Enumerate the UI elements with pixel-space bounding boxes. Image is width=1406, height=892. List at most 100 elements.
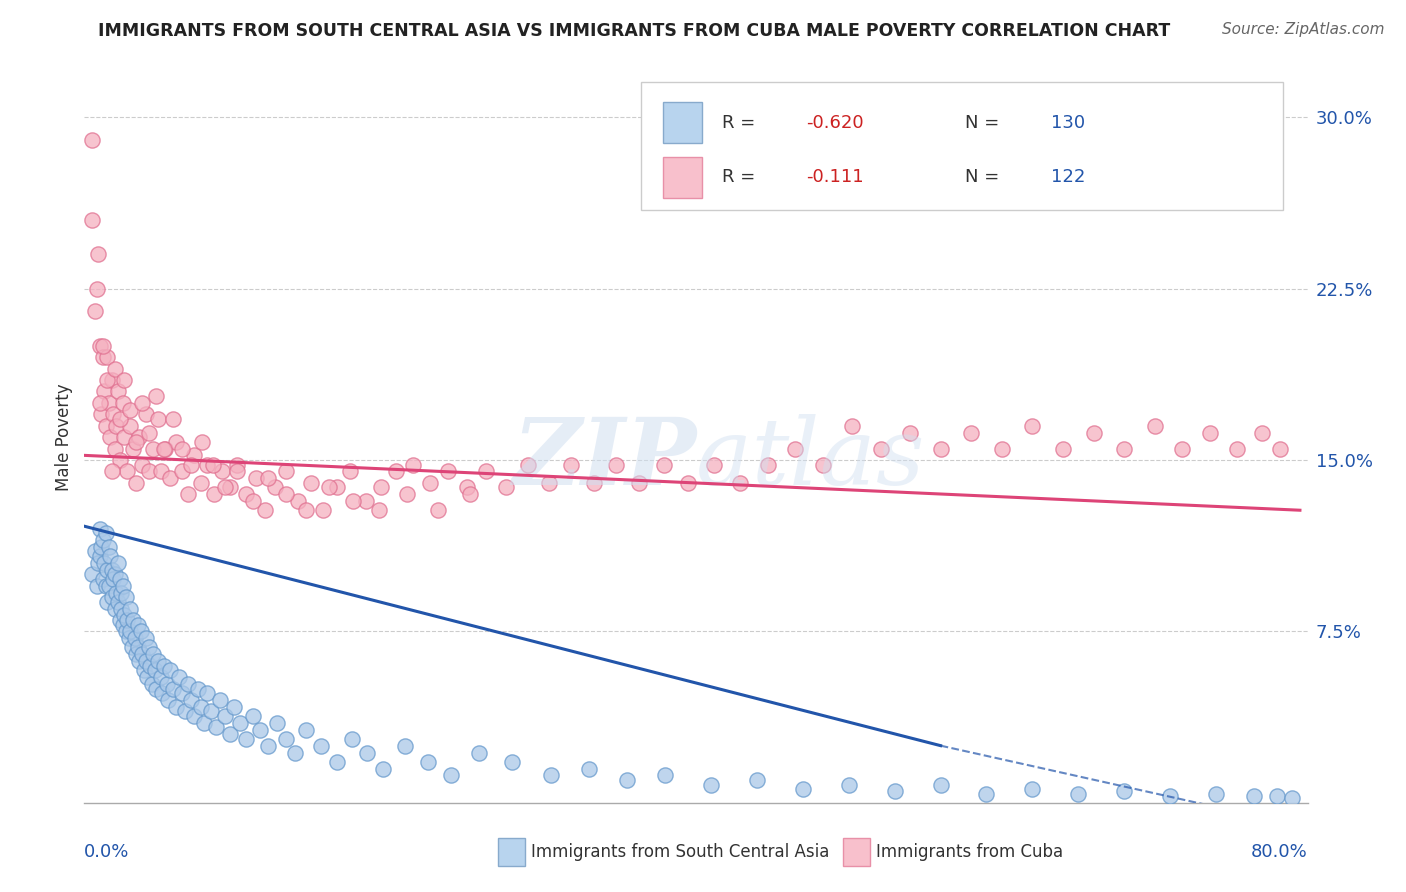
Point	[127, 617, 149, 632]
Text: IMMIGRANTS FROM SOUTH CENTRAL ASIA VS IMMIGRANTS FROM CUBA MALE POVERTY CORRELAT: IMMIGRANTS FROM SOUTH CENTRAL ASIA VS IM…	[98, 22, 1171, 40]
Point	[120, 624, 142, 639]
Point	[883, 784, 905, 798]
Text: 122: 122	[1050, 169, 1085, 186]
Point	[143, 663, 166, 677]
Text: R =: R =	[721, 113, 761, 131]
Point	[226, 458, 249, 472]
Point	[792, 782, 814, 797]
Point	[103, 572, 125, 586]
Point	[371, 762, 394, 776]
Point	[242, 494, 264, 508]
Point	[1281, 791, 1303, 805]
Point	[172, 464, 194, 478]
Text: atlas: atlas	[696, 414, 925, 504]
Point	[929, 778, 952, 792]
Point	[165, 434, 187, 449]
Point	[356, 746, 378, 760]
Point	[89, 396, 111, 410]
Point	[1268, 442, 1291, 456]
Point	[224, 699, 246, 714]
Point	[183, 709, 205, 723]
Point	[155, 442, 177, 456]
Point	[652, 458, 675, 472]
Point	[325, 755, 347, 769]
Point	[700, 778, 723, 792]
Point	[211, 464, 233, 478]
Point	[153, 442, 176, 456]
Point	[385, 464, 408, 478]
Text: 130: 130	[1050, 113, 1085, 131]
Point	[104, 361, 127, 376]
Point	[976, 787, 998, 801]
Point	[145, 681, 167, 696]
Point	[146, 412, 169, 426]
Point	[502, 755, 524, 769]
Point	[311, 739, 333, 753]
Point	[124, 632, 146, 646]
Point	[209, 693, 232, 707]
Point	[139, 658, 162, 673]
Point	[495, 480, 517, 494]
Point	[122, 442, 145, 456]
Point	[218, 727, 240, 741]
Point	[108, 572, 131, 586]
Point	[150, 686, 173, 700]
Point	[107, 595, 129, 609]
Point	[1114, 784, 1136, 798]
Point	[578, 762, 600, 776]
Point	[125, 475, 148, 490]
Point	[1114, 442, 1136, 456]
Point	[101, 563, 124, 577]
Point	[1067, 787, 1090, 801]
Point	[146, 654, 169, 668]
Point	[105, 418, 128, 433]
Point	[177, 677, 200, 691]
Point	[114, 590, 136, 604]
Point	[1143, 418, 1166, 433]
Point	[257, 471, 280, 485]
Point	[1171, 442, 1194, 456]
Point	[295, 503, 318, 517]
Point	[87, 247, 110, 261]
Point	[104, 442, 127, 456]
Point	[1198, 425, 1220, 440]
Point	[193, 715, 215, 730]
Point	[84, 304, 107, 318]
Point	[458, 487, 481, 501]
Point	[87, 556, 110, 570]
Point	[91, 572, 114, 586]
Point	[156, 677, 179, 691]
Point	[84, 544, 107, 558]
Point	[200, 705, 222, 719]
Point	[174, 705, 197, 719]
Point	[157, 693, 180, 707]
Point	[112, 373, 135, 387]
Point	[97, 579, 120, 593]
Point	[538, 475, 561, 490]
Point	[402, 458, 425, 472]
Point	[253, 503, 276, 517]
Point	[128, 654, 150, 668]
Point	[929, 442, 952, 456]
Point	[654, 768, 676, 782]
Y-axis label: Male Poverty: Male Poverty	[55, 384, 73, 491]
Point	[120, 418, 142, 433]
Point	[93, 384, 115, 399]
Point	[898, 425, 921, 440]
Point	[419, 475, 441, 490]
Point	[94, 418, 117, 433]
Bar	[842, 838, 870, 866]
Point	[177, 487, 200, 501]
Point	[214, 480, 236, 494]
Text: R =: R =	[721, 169, 761, 186]
Point	[128, 430, 150, 444]
Point	[284, 746, 307, 760]
Point	[96, 373, 118, 387]
Point	[730, 475, 752, 490]
Point	[115, 464, 138, 478]
Point	[395, 487, 418, 501]
Point	[318, 480, 340, 494]
Point	[131, 396, 153, 410]
Point	[118, 632, 141, 646]
Point	[90, 407, 112, 421]
